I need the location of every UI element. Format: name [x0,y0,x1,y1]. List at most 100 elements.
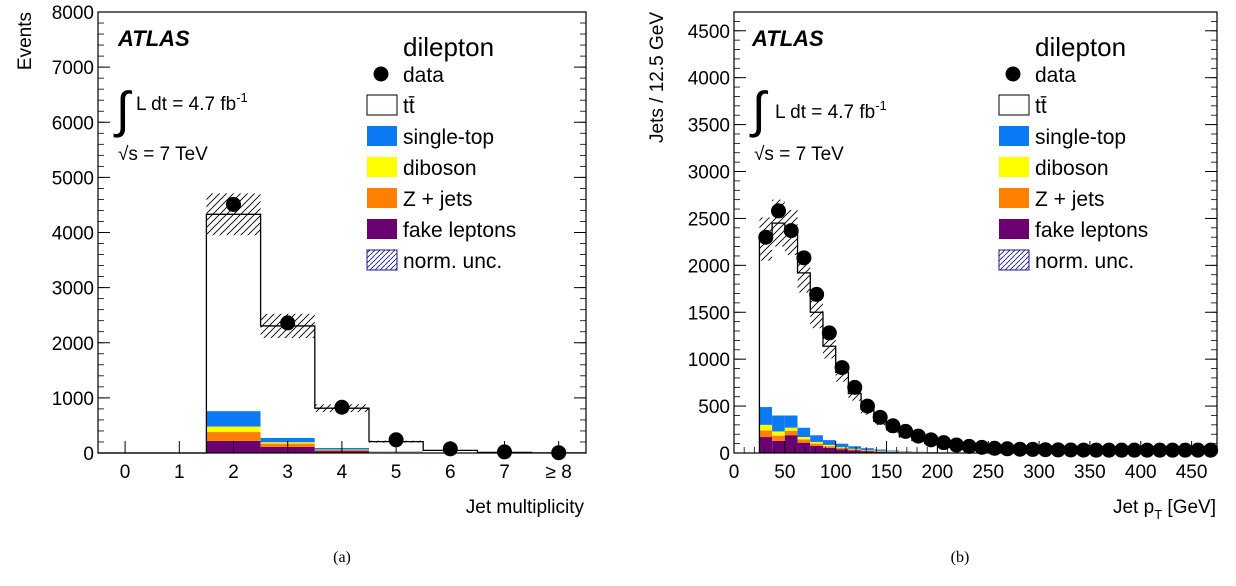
bar-diboson [810,441,823,444]
data-point [923,432,939,448]
data-point [809,286,825,302]
legend-label: data [1035,64,1076,87]
x-tick-label: 250 [972,462,1004,483]
panel-b-lumi-text: L dt = 4.7 fb [775,102,875,123]
bar-diboson [759,424,773,431]
bar-z-jets [784,430,798,436]
bar-diboson [784,427,798,431]
data-point [898,423,914,439]
bar-ttbar [873,421,887,450]
panel-b-energy: √s = 7 TeV [754,144,844,165]
legend-swatch-diboson [367,157,397,177]
bar-fake-leptons [835,449,849,453]
panel-b-lumi-integral: ∫ [749,82,769,138]
panel-b-xlabel-suffix: [GeV] [1162,497,1216,518]
y-tick-label: 4000 [52,224,94,245]
bar-single-top [759,407,773,425]
y-tick-label: 2000 [52,334,94,355]
legend-swatch-single-top [367,126,397,146]
panel-b-xlabel-sub: T [1154,507,1162,522]
data-point [770,203,786,219]
panel-b-lumi-exp: -1 [875,98,887,113]
legend-label: Z + jets [1035,188,1104,211]
bar-ttbar [848,393,862,447]
bar-fake-leptons [772,440,785,453]
y-tick-label: 4500 [688,22,730,43]
bar-z-jets [835,448,849,450]
bar-single-top [772,415,785,432]
bar-z-jets [797,439,811,443]
panel-a-lumi: L dt = 4.7 fb-1 [136,90,248,115]
legend-swatch-ttbar [366,94,398,116]
data-point [872,409,888,425]
data-point [783,223,799,239]
x-tick-label: 7 [499,462,510,483]
panel-b-xlabel-main: Jet p [1113,497,1154,518]
data-point [1190,442,1206,458]
panel-b-atlas-label: ATLAS [751,26,824,51]
panel-b-energy-root: √s [754,144,774,165]
data-point [885,418,901,434]
data-point [1139,442,1155,458]
bar-fake-leptons [784,435,798,453]
x-tick-label: 0 [729,462,740,483]
data-point [1203,442,1219,458]
legend-swatch-fake-leptons [999,219,1029,239]
legend-swatch-z-jets [999,188,1029,208]
bar-fake-leptons [822,447,836,453]
bar-single-top [822,440,836,445]
data-point [388,432,404,448]
x-tick-label: 350 [1074,462,1106,483]
bar-ttbar [886,429,900,451]
x-tick-label: 4 [337,462,348,483]
norm-unc-band [810,296,823,329]
data-point [280,315,296,331]
data-point [1076,442,1092,458]
legend-swatch-norm-unc [366,249,398,271]
x-tick-label: ≥ 8 [546,462,572,483]
bar-single-top [797,427,811,438]
x-tick-label: 400 [1125,462,1157,483]
panel-a-energy: √s = 7 TeV [118,144,208,165]
data-point [859,398,875,414]
data-point [821,325,837,341]
bar-single-top [784,415,798,428]
bar-ttbar [861,409,874,449]
y-tick-label: 0 [83,444,94,465]
bar-fake-leptons [861,451,874,453]
bar-ttbar [911,440,925,452]
legend-label: diboson [1035,157,1109,180]
panel-a-atlas-label: ATLAS [117,26,190,51]
bar-z-jets [861,450,874,452]
legend-swatch-fake-leptons [367,219,397,239]
bar-diboson [206,426,261,433]
x-tick-label: 1 [174,462,185,483]
bar-single-top [206,411,261,427]
bar-ttbar [784,232,798,416]
panel-a-y-axis: 0 1000 2000 3000 4000 5000 6000 7000 8000 [52,3,586,465]
data-point [1165,442,1181,458]
bar-ttbar [797,272,811,428]
legend-label: data [403,64,444,87]
data-point [1114,442,1130,458]
panel-a-xlabel: Jet multiplicity [466,497,585,518]
x-tick-label: 50 [774,462,795,483]
y-tick-label: 0 [719,444,730,465]
bar-z-jets [206,432,261,441]
bar-ttbar [899,436,912,452]
y-tick-label: 5000 [52,168,94,189]
x-tick-label: 5 [391,462,402,483]
bar-ttbar [924,443,938,452]
y-tick-label: 3000 [52,279,94,300]
data-point [796,250,812,266]
panel-b-frame [733,11,1218,454]
data-point [847,379,863,395]
data-point [961,438,977,454]
legend-marker-data [373,66,389,82]
bar-fake-leptons [848,450,862,453]
data-point [948,437,964,453]
bar-diboson [772,431,785,436]
data-point [1152,442,1168,458]
x-tick-label: 150 [871,462,903,483]
